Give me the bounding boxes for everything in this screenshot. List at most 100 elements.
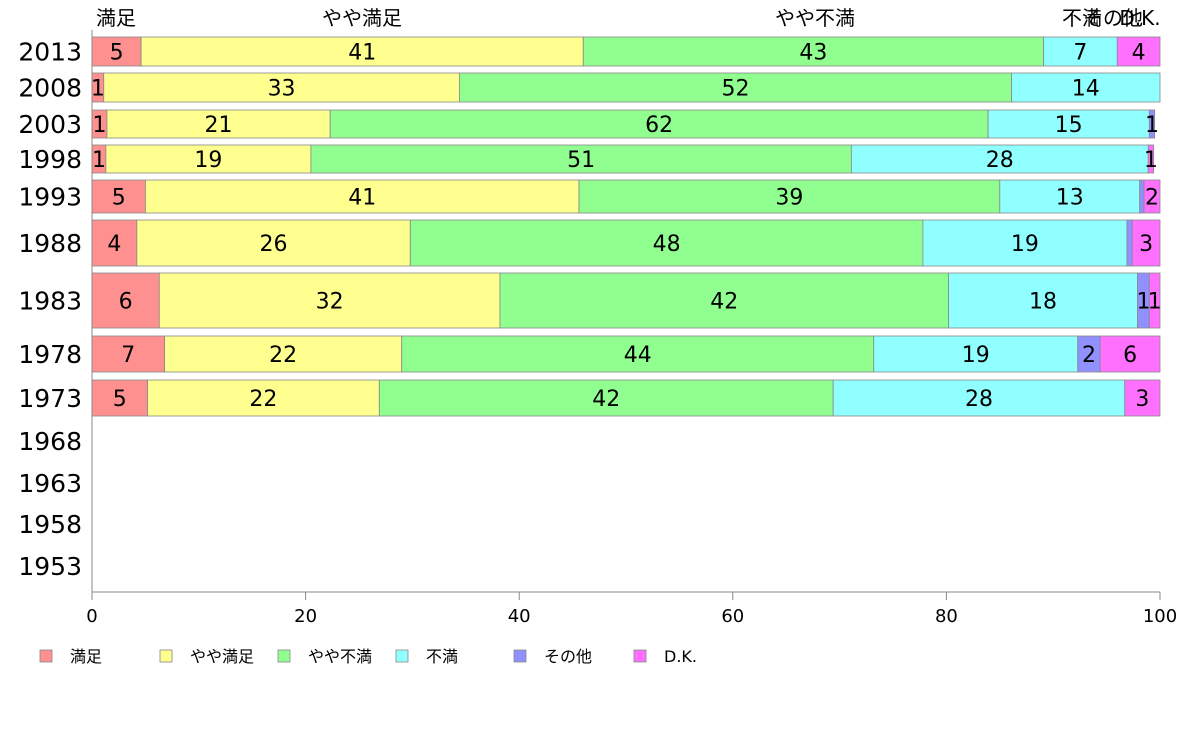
- bar-segment: [91, 219, 138, 267]
- data-label: 2: [1145, 186, 1159, 211]
- y-tick-label: 1978: [18, 340, 82, 369]
- y-tick-label: 1953: [18, 552, 82, 581]
- data-label: 19: [194, 148, 222, 173]
- top-label: その他: [1083, 6, 1143, 30]
- y-tick-label: 1968: [18, 427, 82, 456]
- bar-segment: [91, 379, 148, 417]
- top-label: 不満: [1062, 6, 1102, 30]
- legend-label: 満足: [70, 647, 102, 666]
- legend-swatch: [513, 649, 527, 663]
- bar-segment: [850, 144, 1149, 174]
- y-tick-label: 1998: [18, 145, 82, 174]
- data-label: 1: [1148, 290, 1162, 315]
- bar-segment: [105, 144, 312, 174]
- data-label: 18: [1029, 290, 1057, 315]
- bar-segment: [922, 219, 1128, 267]
- legend-label: やや満足: [190, 647, 254, 666]
- bar-segment: [1099, 335, 1161, 373]
- bar-segment: [1148, 109, 1156, 139]
- data-label: 33: [268, 77, 296, 102]
- bar-segment: [1116, 36, 1161, 67]
- data-label: 5: [110, 41, 124, 66]
- data-label: 41: [348, 41, 376, 66]
- bar-segment: [1143, 179, 1161, 214]
- data-label: 41: [348, 186, 376, 211]
- top-label: D.K.: [1119, 6, 1160, 30]
- legend-swatch: [395, 649, 409, 663]
- bar-segment: [1148, 272, 1161, 329]
- data-label: 7: [121, 343, 135, 368]
- bar-segment: [1147, 144, 1154, 174]
- bar-segment: [1124, 379, 1161, 417]
- bar-segment: [409, 219, 924, 267]
- y-tick-label: 1993: [18, 183, 82, 212]
- bar-segment: [329, 109, 989, 139]
- data-label: 3: [1135, 387, 1149, 412]
- bar-segment: [91, 335, 166, 373]
- data-label: 13: [1056, 186, 1084, 211]
- data-label: 22: [269, 343, 297, 368]
- y-tick-label: 1973: [18, 384, 82, 413]
- data-label: 4: [1132, 41, 1146, 66]
- top-label: 満足: [96, 6, 136, 30]
- bar-segment: [91, 179, 146, 214]
- bar-segment: [1011, 72, 1161, 103]
- bar-segment: [458, 72, 1012, 103]
- data-label: 21: [205, 113, 233, 138]
- bar-segment: [1139, 179, 1145, 214]
- data-label: 1: [92, 148, 106, 173]
- data-label: 1: [91, 77, 105, 102]
- bar-segment: [158, 272, 501, 329]
- legend-label: その他: [544, 647, 592, 666]
- data-label: 5: [113, 387, 127, 412]
- data-label: 1: [92, 113, 106, 138]
- data-label: 28: [986, 148, 1014, 173]
- bar-segment: [987, 109, 1150, 139]
- data-label: 19: [962, 343, 990, 368]
- legend-swatch: [633, 649, 647, 663]
- data-label: 7: [1073, 41, 1087, 66]
- data-label: 6: [1123, 343, 1137, 368]
- y-tick-label: 1983: [18, 287, 82, 316]
- data-label: 32: [316, 290, 344, 315]
- data-label: 48: [653, 232, 681, 257]
- data-label: 15: [1055, 113, 1083, 138]
- bar-segment: [499, 272, 949, 329]
- legend-swatch: [159, 649, 173, 663]
- x-tick-label: 100: [1143, 606, 1177, 627]
- data-label: 39: [775, 186, 803, 211]
- legend-label: D.K.: [664, 647, 697, 666]
- legend-swatch: [277, 649, 291, 663]
- legend: 満足 やや満足 やや不満 不満 その他 D.K.: [39, 647, 697, 666]
- y-tick-label: 1963: [18, 469, 82, 498]
- legend-swatch: [39, 649, 53, 663]
- data-label: 14: [1072, 77, 1100, 102]
- data-label: 62: [645, 113, 673, 138]
- y-tick-label: 1988: [18, 229, 82, 258]
- bar-segment: [144, 179, 580, 214]
- data-label: 2: [1082, 343, 1096, 368]
- x-tick-label: 40: [508, 606, 531, 627]
- data-label: 22: [249, 387, 277, 412]
- data-label: 42: [592, 387, 620, 412]
- data-label: 3: [1139, 232, 1153, 257]
- bar-segment: [103, 72, 460, 103]
- bar-segment: [310, 144, 852, 174]
- data-label: 51: [567, 148, 595, 173]
- data-label: 1: [1145, 113, 1159, 138]
- legend-label: 不満: [426, 647, 458, 666]
- bar-segment: [832, 379, 1126, 417]
- data-label: 1: [1144, 148, 1158, 173]
- x-tick-label: 0: [86, 606, 97, 627]
- bar-segment: [1131, 219, 1161, 267]
- bar-segment: [378, 379, 834, 417]
- data-label: 26: [260, 232, 288, 257]
- data-label: 28: [965, 387, 993, 412]
- bar-segment: [136, 219, 411, 267]
- data-label: 19: [1011, 232, 1039, 257]
- bar-segment: [91, 36, 142, 67]
- y-tick-label: 2008: [18, 74, 82, 103]
- bar-segment: [1043, 36, 1118, 67]
